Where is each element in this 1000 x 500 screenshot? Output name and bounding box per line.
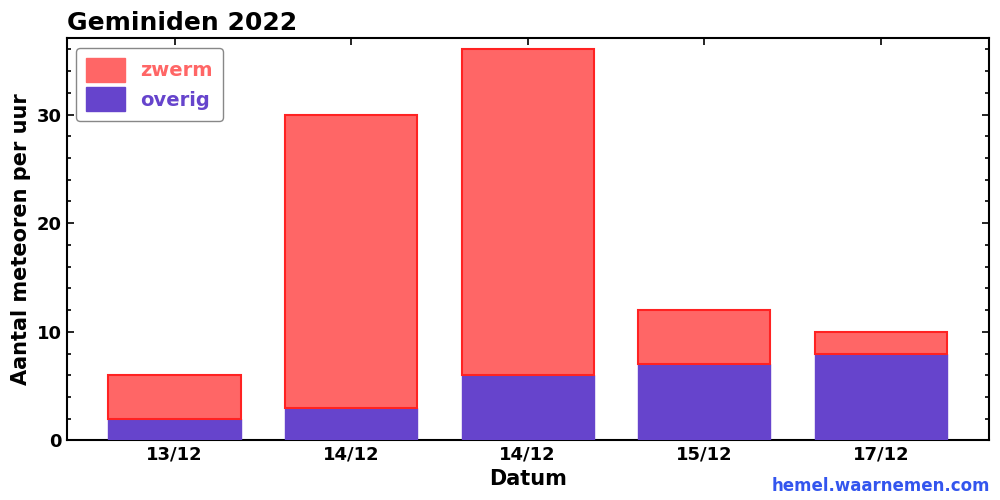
Bar [285, 114, 417, 408]
Bar [638, 364, 770, 440]
Bar [108, 376, 241, 418]
Bar [462, 376, 594, 440]
Bar [815, 354, 947, 440]
Bar [108, 418, 241, 440]
Legend: zwerm, overig: zwerm, overig [76, 48, 223, 121]
Bar [638, 310, 770, 364]
Bar [285, 408, 417, 440]
Text: hemel.waarnemen.com: hemel.waarnemen.com [772, 477, 990, 495]
Y-axis label: Aantal meteoren per uur: Aantal meteoren per uur [11, 94, 31, 386]
Bar [815, 332, 947, 353]
Bar [462, 50, 594, 376]
X-axis label: Datum: Datum [489, 469, 567, 489]
Text: Geminiden 2022: Geminiden 2022 [67, 11, 297, 35]
